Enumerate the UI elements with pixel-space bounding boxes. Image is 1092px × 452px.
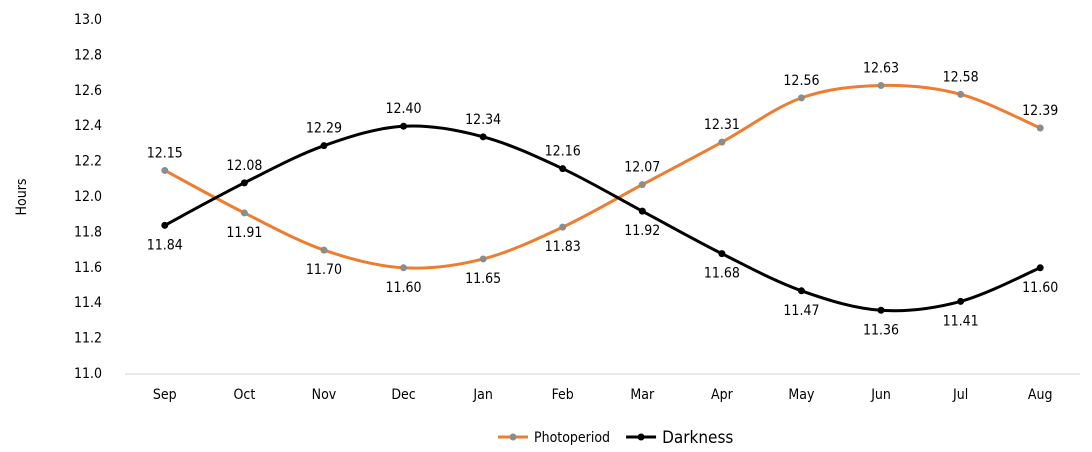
marker bbox=[479, 255, 487, 263]
data-label: 12.29 bbox=[306, 121, 342, 137]
data-label: 12.34 bbox=[465, 112, 501, 128]
y-tick-label: 11.6 bbox=[74, 260, 102, 276]
y-tick-label: 12.0 bbox=[74, 189, 102, 205]
marker bbox=[559, 223, 567, 231]
marker bbox=[161, 166, 169, 174]
y-tick-label: 13.0 bbox=[74, 12, 102, 28]
data-label: 12.31 bbox=[704, 117, 740, 133]
legend-marker bbox=[637, 433, 645, 441]
legend-label: Photoperiod bbox=[534, 430, 610, 446]
y-tick-label: 12.4 bbox=[74, 118, 102, 134]
marker bbox=[559, 165, 567, 173]
x-tick-label: Oct bbox=[233, 387, 255, 403]
data-label: 11.60 bbox=[1022, 280, 1058, 296]
data-label: 11.70 bbox=[306, 262, 342, 278]
data-label: 11.36 bbox=[863, 322, 899, 338]
data-label: 12.07 bbox=[624, 160, 660, 176]
x-tick-label: Sep bbox=[153, 387, 177, 403]
marker bbox=[240, 179, 248, 187]
data-label: 11.47 bbox=[783, 303, 819, 319]
y-tick-label: 11.4 bbox=[74, 295, 102, 311]
y-tick-label: 11.0 bbox=[74, 366, 102, 382]
marker bbox=[161, 221, 169, 229]
data-label: 11.91 bbox=[226, 225, 262, 241]
x-tick-label: Nov bbox=[312, 387, 337, 403]
data-label: 11.83 bbox=[545, 239, 581, 255]
data-label: 11.60 bbox=[386, 280, 422, 296]
x-tick-label: Mar bbox=[630, 387, 655, 403]
legend-label: Darkness bbox=[662, 428, 733, 448]
marker bbox=[638, 207, 646, 215]
data-label: 12.15 bbox=[147, 145, 183, 161]
data-label: 11.68 bbox=[704, 266, 740, 282]
legend-marker bbox=[509, 433, 517, 441]
marker bbox=[877, 306, 885, 314]
marker bbox=[877, 81, 885, 89]
marker bbox=[1036, 124, 1044, 132]
data-label: 12.56 bbox=[783, 73, 819, 89]
marker bbox=[797, 94, 805, 102]
x-tick-label: Jun bbox=[870, 387, 891, 403]
x-tick-label: Dec bbox=[391, 387, 415, 403]
data-label: 11.84 bbox=[147, 237, 183, 253]
marker bbox=[718, 138, 726, 146]
data-label: 11.92 bbox=[624, 223, 660, 239]
marker bbox=[320, 246, 328, 254]
marker bbox=[957, 90, 965, 98]
marker bbox=[400, 264, 408, 272]
y-tick-label: 12.6 bbox=[74, 83, 102, 99]
x-tick-label: May bbox=[788, 387, 815, 403]
data-label: 12.63 bbox=[863, 60, 899, 76]
marker bbox=[797, 287, 805, 295]
marker bbox=[320, 142, 328, 150]
data-label: 11.65 bbox=[465, 271, 501, 287]
data-label: 12.39 bbox=[1022, 103, 1058, 119]
data-label: 12.58 bbox=[943, 69, 979, 85]
x-tick-label: Jan bbox=[472, 387, 492, 403]
marker bbox=[400, 122, 408, 130]
y-tick-label: 12.8 bbox=[74, 47, 102, 63]
x-tick-label: Feb bbox=[552, 387, 574, 403]
marker bbox=[957, 297, 965, 305]
y-tick-label: 11.2 bbox=[74, 331, 102, 347]
data-label: 12.08 bbox=[226, 158, 262, 174]
series-line bbox=[164, 124, 1041, 313]
data-label: 12.40 bbox=[386, 101, 422, 117]
marker bbox=[240, 209, 248, 217]
marker bbox=[718, 250, 726, 258]
data-label: 12.16 bbox=[545, 144, 581, 160]
marker bbox=[1036, 264, 1044, 272]
y-tick-label: 11.8 bbox=[74, 224, 102, 240]
y-axis-label: Hours bbox=[14, 179, 30, 216]
series-line bbox=[164, 83, 1041, 270]
data-label: 11.41 bbox=[943, 313, 979, 329]
marker bbox=[638, 181, 646, 189]
x-tick-label: Aug bbox=[1028, 387, 1053, 403]
x-tick-label: Jul bbox=[952, 387, 968, 403]
marker bbox=[479, 133, 487, 141]
y-tick-label: 12.2 bbox=[74, 154, 102, 170]
x-tick-label: Apr bbox=[711, 387, 734, 403]
